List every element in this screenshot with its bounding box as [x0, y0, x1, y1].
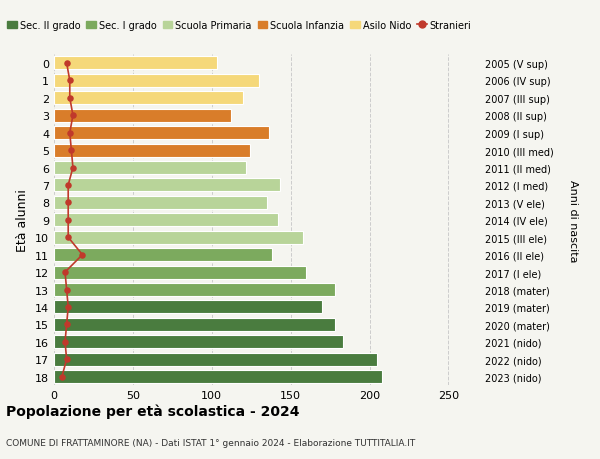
Bar [54, 196, 267, 209]
Point [68, 112, 78, 120]
Bar [54, 249, 272, 262]
Point [57, 373, 67, 381]
Bar [54, 336, 343, 348]
Point [64, 199, 73, 207]
Bar [54, 179, 280, 192]
Point [62, 321, 71, 328]
Point [65, 78, 74, 85]
Text: Popolazione per età scolastica - 2024: Popolazione per età scolastica - 2024 [6, 404, 299, 419]
Bar [54, 214, 278, 227]
Bar [54, 57, 217, 70]
Y-axis label: Anni di nascita: Anni di nascita [568, 179, 577, 262]
Bar [54, 301, 322, 314]
Point [65, 95, 74, 102]
Point [67, 147, 76, 154]
Bar [54, 109, 231, 123]
Bar [54, 370, 382, 383]
Bar [54, 75, 259, 88]
Bar [54, 318, 335, 331]
Point [62, 286, 71, 294]
Point [65, 130, 74, 137]
Point [60, 338, 70, 346]
Legend: Sec. II grado, Sec. I grado, Scuola Primaria, Scuola Infanzia, Asilo Nido, Stran: Sec. II grado, Sec. I grado, Scuola Prim… [4, 17, 475, 35]
Point [60, 269, 70, 276]
Point [64, 234, 73, 241]
Bar [54, 144, 250, 157]
Point [68, 164, 78, 172]
Point [64, 182, 73, 189]
Bar [54, 231, 303, 244]
Bar [54, 283, 335, 297]
Point [64, 217, 73, 224]
Bar [54, 353, 377, 366]
Text: COMUNE DI FRATTAMINORE (NA) - Dati ISTAT 1° gennaio 2024 - Elaborazione TUTTITAL: COMUNE DI FRATTAMINORE (NA) - Dati ISTAT… [6, 438, 415, 447]
Bar [54, 127, 269, 140]
Y-axis label: Età alunni: Età alunni [16, 189, 29, 252]
Bar [54, 266, 307, 279]
Point [62, 60, 71, 67]
Point [77, 252, 87, 259]
Bar [54, 92, 244, 105]
Point [62, 356, 71, 363]
Bar [54, 162, 247, 175]
Point [64, 303, 73, 311]
